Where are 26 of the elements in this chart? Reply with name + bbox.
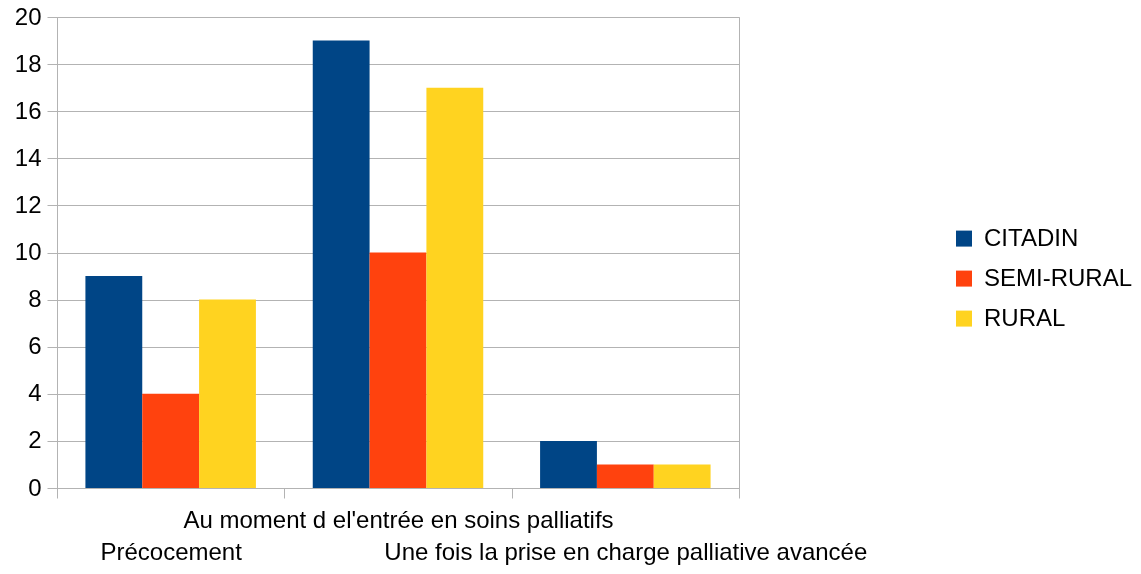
y-tick-label: 20: [14, 2, 42, 30]
bar: [312, 40, 370, 488]
y-tick-label: 6: [28, 332, 42, 360]
y-tick-label: 8: [28, 285, 42, 313]
y-tick-label: 16: [14, 96, 42, 124]
y-tick-label: 2: [28, 426, 42, 454]
bar: [369, 252, 427, 488]
legend-label: RURAL: [984, 303, 1066, 331]
bar: [142, 393, 200, 488]
bar: [85, 276, 143, 488]
bar: [596, 464, 654, 488]
bar: [426, 87, 484, 488]
legend-label: SEMI-RURAL: [984, 263, 1133, 291]
y-tick-label: 10: [14, 238, 42, 265]
y-tick-label: 0: [28, 473, 42, 501]
y-tick-label: 4: [28, 379, 42, 407]
y-tick-label: 12: [14, 190, 42, 218]
bar: [653, 464, 711, 488]
x-tick-label: Précocement: [100, 537, 243, 565]
x-tick-label: Une fois la prise en charge palliative avancée: [384, 537, 868, 565]
y-tick-label: 14: [14, 143, 42, 171]
legend-label: CITADIN: [984, 223, 1079, 251]
x-tick-label: Au moment d el'entrée en soins palliatifs: [183, 505, 614, 533]
y-tick-label: 18: [14, 49, 42, 77]
bar: [540, 440, 597, 488]
bar: [199, 299, 256, 488]
